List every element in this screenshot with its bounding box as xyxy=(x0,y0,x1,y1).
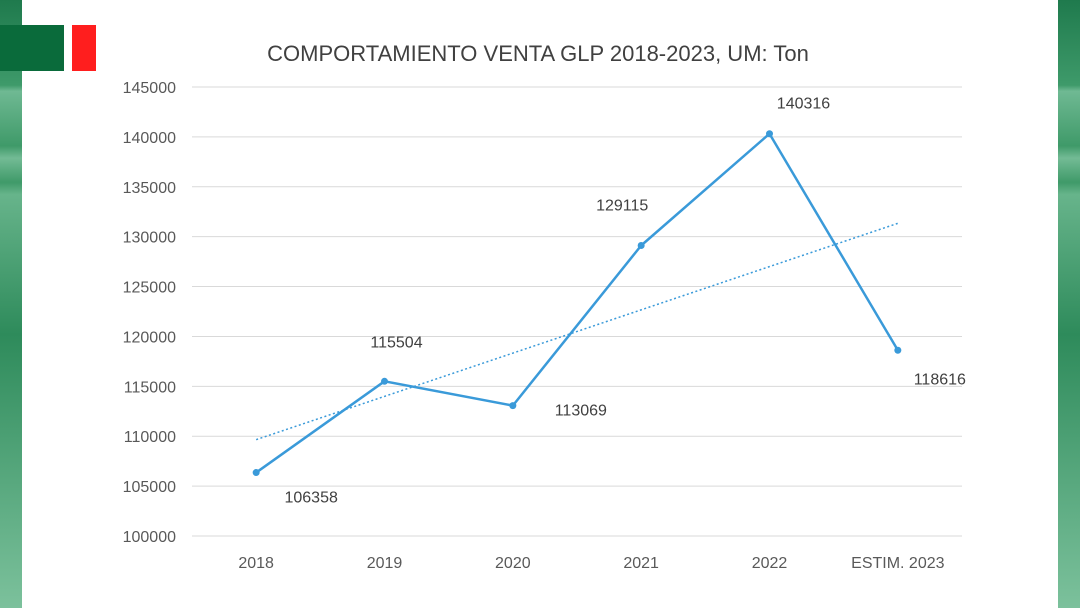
data-label: 118616 xyxy=(914,371,966,388)
left-decorative-band xyxy=(0,0,22,608)
series-layer xyxy=(252,130,902,477)
logo-green-block xyxy=(0,25,64,71)
y-tick-label: 145000 xyxy=(123,80,176,97)
series-line xyxy=(255,132,899,474)
y-tick-label: 125000 xyxy=(123,280,176,297)
x-tick-label: ESTIM. 2023 xyxy=(851,555,944,572)
data-label: 115504 xyxy=(370,334,422,351)
data-label: 106358 xyxy=(284,490,337,507)
y-tick-label: 100000 xyxy=(123,529,176,546)
x-tick-label: 2021 xyxy=(623,555,659,572)
data-label: 140316 xyxy=(777,96,830,113)
x-tick-label: 2022 xyxy=(752,555,788,572)
y-tick-label: 105000 xyxy=(123,479,176,496)
data-point xyxy=(381,377,388,385)
x-axis-ticks: 2018 2019 2020 2021 2022 ESTIM. 2023 xyxy=(238,555,944,572)
y-tick-label: 115000 xyxy=(124,379,176,396)
chart-title: COMPORTAMIENTO VENTA GLP 2018-2023, UM: … xyxy=(267,41,809,66)
data-point xyxy=(637,241,645,249)
y-tick-label: 140000 xyxy=(123,130,176,147)
trendline xyxy=(255,222,899,441)
y-tick-label: 135000 xyxy=(123,180,176,197)
data-label: 113069 xyxy=(555,403,607,420)
trendline-layer xyxy=(255,222,899,441)
right-decorative-band xyxy=(1058,0,1080,608)
gridlines xyxy=(192,86,962,537)
x-tick-label: 2018 xyxy=(238,555,274,572)
y-axis-ticks: 100000 105000 110000 115000 120000 125000 1300… xyxy=(123,80,176,546)
y-tick-label: 130000 xyxy=(123,230,176,247)
data-labels: 106358 115504 113069 129115 140316 118616 xyxy=(284,96,966,507)
x-tick-label: 2019 xyxy=(367,555,403,572)
logo-red-block xyxy=(72,25,96,71)
data-point xyxy=(766,130,773,138)
data-point xyxy=(252,469,260,477)
x-tick-label: 2020 xyxy=(495,555,531,572)
y-tick-label: 120000 xyxy=(123,329,176,346)
data-point xyxy=(509,402,517,410)
y-tick-label: 110000 xyxy=(124,429,176,446)
data-point xyxy=(894,346,902,354)
data-label: 129115 xyxy=(596,197,648,214)
